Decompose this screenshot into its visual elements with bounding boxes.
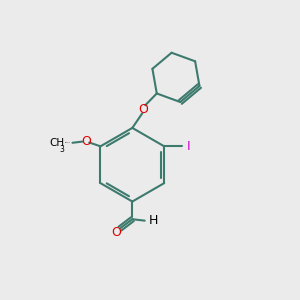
Text: O: O (81, 134, 91, 148)
Text: O: O (139, 103, 148, 116)
Text: methoxy: methoxy (65, 142, 71, 143)
Text: 3: 3 (59, 146, 64, 154)
Text: I: I (187, 140, 190, 153)
Text: O: O (111, 226, 121, 239)
Text: CH: CH (49, 138, 64, 148)
Text: H: H (149, 214, 158, 227)
